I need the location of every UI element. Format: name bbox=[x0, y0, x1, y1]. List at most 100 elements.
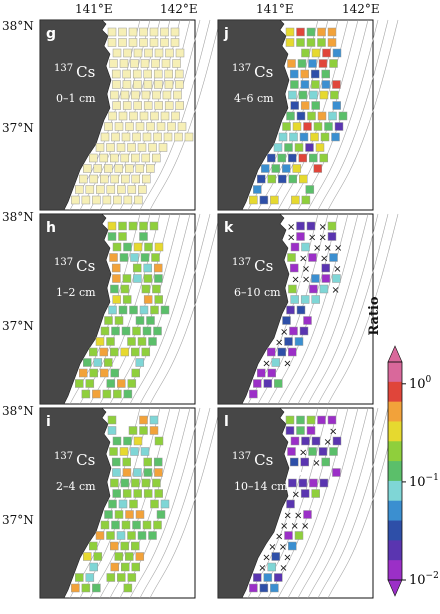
sample-cell bbox=[134, 195, 143, 205]
sample-cell bbox=[284, 337, 293, 346]
sample-cell bbox=[141, 284, 151, 294]
sample-cell bbox=[133, 468, 142, 477]
sample-cell bbox=[282, 122, 291, 131]
svg-text:×: × bbox=[279, 563, 287, 574]
svg-text:×: × bbox=[331, 285, 339, 296]
sample-cell bbox=[270, 195, 279, 205]
colorbar-segment bbox=[388, 500, 402, 522]
sample-cell bbox=[284, 143, 293, 152]
no-data-marker: × bbox=[279, 542, 287, 553]
no-data-marker: × bbox=[262, 359, 270, 370]
sample-cell bbox=[118, 27, 127, 37]
sample-cell bbox=[122, 295, 132, 304]
sample-cell bbox=[327, 38, 337, 47]
sample-cell bbox=[309, 478, 318, 488]
sample-cell bbox=[153, 69, 163, 79]
svg-text:×: × bbox=[292, 490, 300, 501]
sample-cell bbox=[171, 111, 180, 121]
lon-label-142-left: 142°E bbox=[160, 2, 198, 16]
sample-cell bbox=[300, 489, 310, 498]
sample-cell bbox=[309, 153, 318, 163]
sample-cell bbox=[150, 111, 159, 121]
sample-cell bbox=[332, 48, 342, 58]
sample-cell bbox=[119, 447, 129, 456]
sample-cell bbox=[119, 253, 129, 262]
sample-cell bbox=[114, 316, 124, 325]
sample-cell bbox=[263, 573, 273, 582]
svg-text:×: × bbox=[287, 222, 295, 233]
sample-cell bbox=[271, 552, 281, 561]
sample-cell bbox=[311, 274, 320, 283]
sample-cell bbox=[164, 80, 174, 89]
no-data-marker: × bbox=[275, 338, 283, 349]
sample-cell bbox=[135, 122, 145, 131]
sample-cell bbox=[141, 90, 151, 100]
sample-cell bbox=[296, 221, 305, 231]
sample-cell bbox=[163, 132, 173, 142]
svg-text:×: × bbox=[324, 437, 332, 448]
sample-cell bbox=[118, 232, 127, 241]
colorbar-segment bbox=[388, 480, 402, 502]
sample-cell bbox=[112, 80, 121, 89]
svg-text:×: × bbox=[291, 275, 299, 286]
nuclide-mass: 137 bbox=[232, 451, 251, 462]
sample-cell bbox=[308, 447, 317, 456]
sample-cell bbox=[167, 122, 176, 131]
sample-cell bbox=[285, 415, 295, 425]
no-data-marker: × bbox=[324, 437, 332, 448]
sample-cell bbox=[140, 447, 150, 456]
sample-cell bbox=[174, 69, 184, 79]
svg-text:×: × bbox=[302, 264, 310, 275]
sample-cell bbox=[135, 510, 145, 519]
sample-cell bbox=[332, 274, 341, 283]
sample-cell bbox=[83, 552, 92, 561]
sample-grid bbox=[249, 27, 348, 205]
panel-letter: j bbox=[223, 26, 229, 42]
sample-cell bbox=[122, 457, 131, 467]
sample-cell bbox=[322, 48, 331, 58]
depth-label: 4–6 cm bbox=[234, 92, 274, 105]
nuclide-label: 137 Cs bbox=[54, 257, 95, 275]
nuclide-element: Cs bbox=[76, 451, 95, 469]
svg-text:×: × bbox=[268, 542, 276, 553]
sample-cell bbox=[102, 389, 112, 399]
panel-letter: g bbox=[46, 26, 56, 42]
sample-cell bbox=[104, 122, 113, 131]
no-data-marker: × bbox=[291, 275, 299, 286]
sample-cell bbox=[118, 305, 128, 315]
sample-cell bbox=[89, 562, 98, 572]
sample-cell bbox=[116, 143, 126, 152]
sample-cell bbox=[149, 221, 159, 231]
sample-cell bbox=[321, 274, 331, 283]
lat-label-37-row1: 37°N bbox=[2, 121, 34, 135]
sample-cell bbox=[154, 48, 164, 58]
no-data-marker: × bbox=[308, 233, 316, 244]
sample-cell bbox=[143, 489, 153, 498]
sample-cell bbox=[127, 379, 137, 388]
sample-cell bbox=[92, 195, 101, 205]
sample-cell bbox=[95, 531, 105, 540]
sample-cell bbox=[125, 122, 134, 131]
sample-cell bbox=[292, 164, 302, 173]
svg-text:×: × bbox=[279, 542, 287, 553]
sample-cell bbox=[111, 457, 121, 467]
plant-site-marker bbox=[293, 274, 303, 285]
sample-cell bbox=[278, 174, 287, 184]
sample-cell bbox=[306, 27, 316, 37]
sample-cell bbox=[140, 59, 150, 68]
sample-cell bbox=[133, 48, 143, 58]
lat-label-37-row3: 37°N bbox=[2, 513, 34, 527]
sample-cell bbox=[135, 164, 145, 173]
sample-cell bbox=[292, 122, 302, 131]
svg-text:×: × bbox=[283, 553, 291, 564]
sample-cell bbox=[315, 143, 325, 152]
sample-cell bbox=[156, 510, 166, 519]
sample-cell bbox=[153, 326, 162, 336]
sample-cell bbox=[288, 478, 297, 488]
no-data-marker: × bbox=[299, 254, 307, 265]
sample-cell bbox=[146, 316, 155, 325]
sample-cell bbox=[121, 562, 130, 572]
sample-cell bbox=[108, 499, 117, 509]
nuclide-mass: 137 bbox=[232, 257, 251, 268]
sample-cell bbox=[327, 27, 337, 37]
